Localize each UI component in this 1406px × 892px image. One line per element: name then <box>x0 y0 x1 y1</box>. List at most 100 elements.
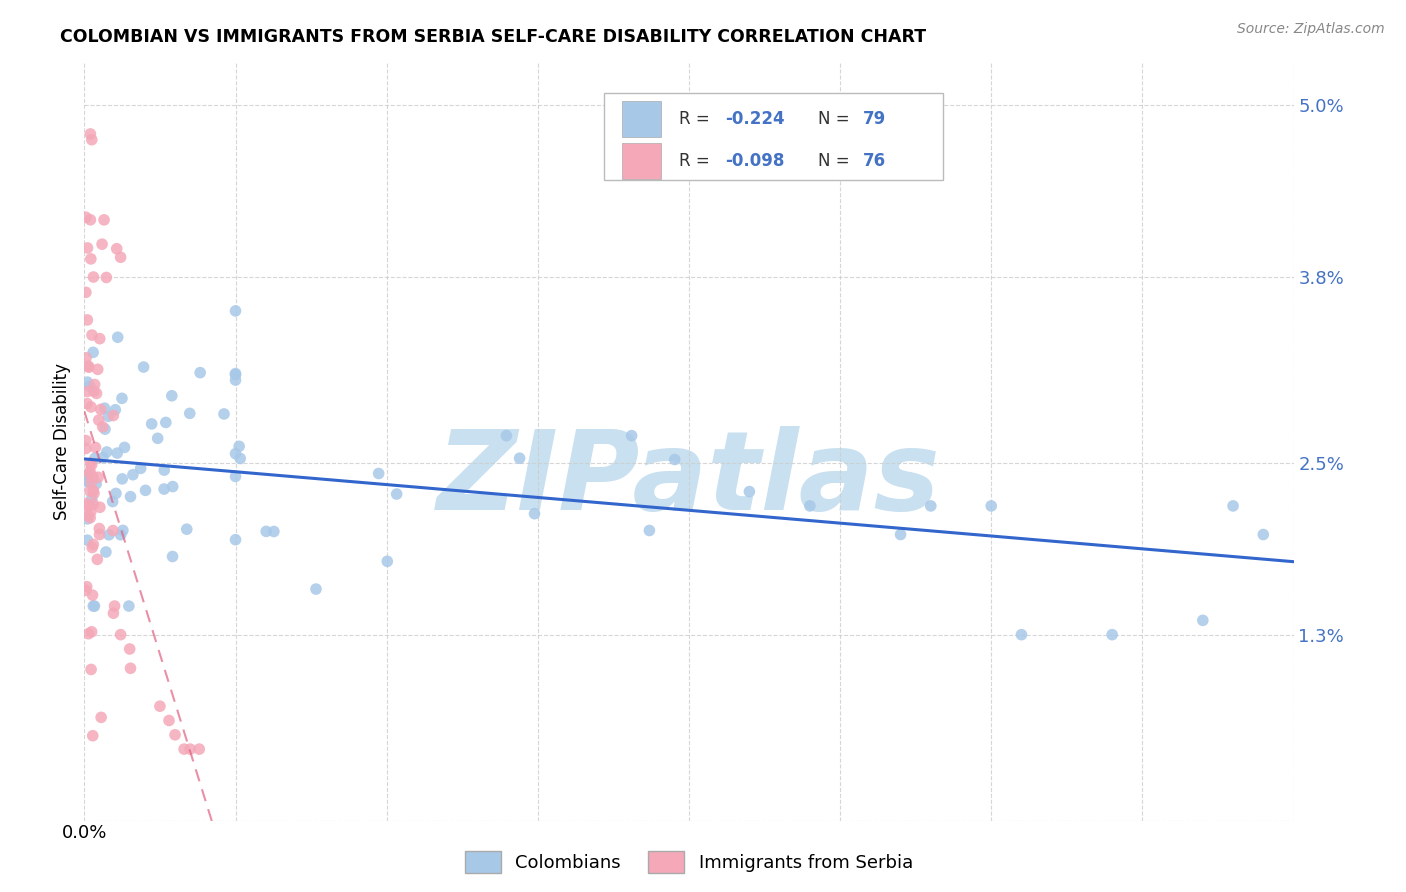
Point <box>83 377 105 392</box>
Y-axis label: Self-Care Disability: Self-Care Disability <box>53 363 72 520</box>
Point <box>77 626 100 640</box>
Point <box>254 524 277 539</box>
Point <box>79 483 101 498</box>
Point <box>664 452 686 467</box>
Text: 76: 76 <box>863 152 886 169</box>
Point <box>157 714 180 728</box>
Point <box>79 464 101 478</box>
Point <box>86 386 108 401</box>
Point <box>75 211 97 225</box>
Point <box>120 661 142 675</box>
Point <box>90 710 112 724</box>
Point <box>1253 527 1275 541</box>
Point <box>82 497 104 511</box>
Point <box>1222 499 1244 513</box>
Point <box>91 237 114 252</box>
Point <box>101 494 124 508</box>
Point <box>162 549 184 564</box>
Point <box>367 467 389 481</box>
Point <box>173 742 195 756</box>
Point <box>98 528 121 542</box>
Point <box>103 409 125 423</box>
Point <box>153 463 176 477</box>
Point <box>153 482 176 496</box>
Point <box>638 524 661 538</box>
Point <box>103 606 125 620</box>
Point <box>80 505 103 519</box>
Point <box>129 461 152 475</box>
Text: -0.224: -0.224 <box>725 110 785 128</box>
Point <box>149 699 172 714</box>
Point <box>738 484 761 499</box>
Point <box>225 373 247 387</box>
Point <box>76 375 98 389</box>
Point <box>75 496 97 510</box>
Point <box>980 499 1002 513</box>
Point <box>96 445 118 459</box>
Point <box>1192 613 1215 627</box>
Point <box>94 545 117 559</box>
Point <box>620 428 643 442</box>
Point <box>77 359 100 374</box>
Point <box>111 392 134 406</box>
FancyBboxPatch shape <box>605 93 943 180</box>
Point <box>146 431 169 445</box>
Point <box>188 742 211 756</box>
Point <box>1011 628 1033 642</box>
Point <box>165 728 187 742</box>
FancyBboxPatch shape <box>623 143 661 179</box>
Point <box>94 422 117 436</box>
Point <box>83 486 105 500</box>
Point <box>76 533 98 548</box>
Point <box>93 212 115 227</box>
Point <box>110 528 132 542</box>
Point <box>82 729 104 743</box>
Point <box>84 476 107 491</box>
Text: 79: 79 <box>863 110 886 128</box>
Text: N =: N = <box>818 110 855 128</box>
Point <box>79 456 101 470</box>
Point <box>80 663 103 677</box>
Point <box>87 362 110 376</box>
Point <box>91 420 114 434</box>
Point <box>263 524 285 539</box>
Text: R =: R = <box>679 152 716 169</box>
Point <box>495 428 517 442</box>
Point <box>77 508 100 523</box>
Text: R =: R = <box>679 110 716 128</box>
Point <box>120 490 142 504</box>
Point <box>86 552 108 566</box>
Point <box>105 446 128 460</box>
Point <box>105 242 128 256</box>
Point <box>225 304 247 318</box>
Point <box>80 491 103 506</box>
Point <box>104 486 127 500</box>
Legend: Colombians, Immigrants from Serbia: Colombians, Immigrants from Serbia <box>458 843 920 880</box>
Point <box>118 642 141 657</box>
Text: N =: N = <box>818 152 855 169</box>
Point <box>89 332 111 346</box>
Point <box>110 250 132 264</box>
Point <box>90 402 112 417</box>
Point <box>79 511 101 525</box>
Point <box>305 582 328 596</box>
Point <box>101 524 124 538</box>
Point <box>80 475 103 489</box>
Point <box>509 451 531 466</box>
Point <box>97 409 120 424</box>
Point <box>76 475 98 489</box>
Text: 0.0%: 0.0% <box>62 824 107 842</box>
Point <box>104 402 127 417</box>
Point <box>79 127 101 141</box>
Text: Source: ZipAtlas.com: Source: ZipAtlas.com <box>1237 22 1385 37</box>
Point <box>80 624 103 639</box>
Point <box>179 406 201 420</box>
Point <box>160 389 183 403</box>
Point <box>76 241 98 255</box>
Point <box>82 599 104 613</box>
Point <box>89 500 111 515</box>
Point <box>212 407 235 421</box>
Point <box>82 588 104 602</box>
Point <box>229 451 252 466</box>
Point <box>385 487 408 501</box>
